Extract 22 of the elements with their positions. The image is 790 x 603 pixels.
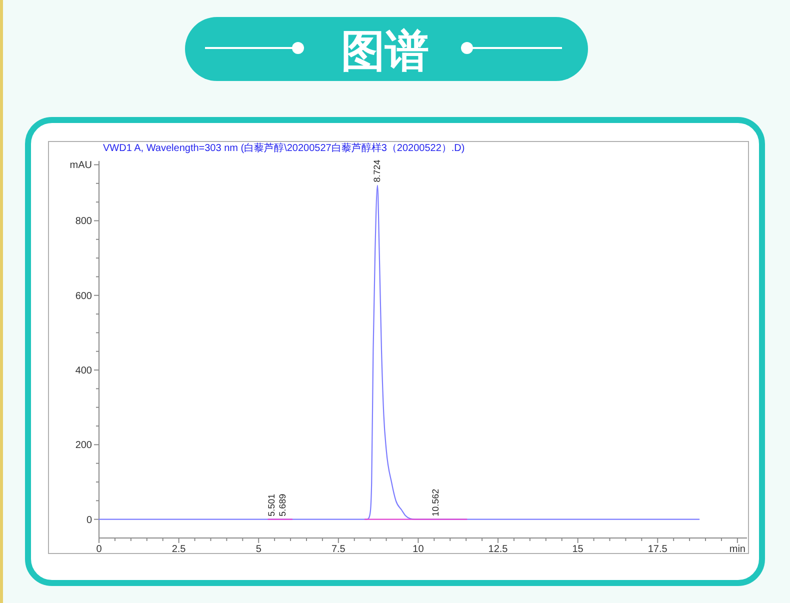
y-tick-label: 600: [75, 290, 92, 302]
x-tick-label: 5: [256, 544, 262, 555]
x-tick-label: 7.5: [331, 544, 346, 555]
y-tick-label: 400: [75, 366, 92, 377]
annotation: 5.689: [277, 494, 288, 516]
annotation: 10.562: [430, 488, 441, 516]
x-tick-label: 2.5: [172, 544, 186, 555]
annotation: 5.501: [266, 494, 276, 516]
y-tick-label: 800: [75, 216, 92, 228]
line-series: [98, 184, 700, 520]
x-tick-label: min: [729, 544, 746, 555]
annotation: 8.724: [372, 160, 382, 182]
y-tick-label: 0: [86, 514, 92, 526]
x-tick-label: 10: [412, 544, 424, 555]
chart-subtitle: VWD1 A, Wavelength=303 nm (白藜芦醇\20200527白藜芦醇样3（20200522）.D): [103, 142, 465, 154]
x-tick-label: 15: [572, 544, 584, 555]
x-tick-label: 12.5: [488, 544, 508, 555]
x-tick-label: 0: [96, 544, 102, 555]
x-tick-label: 17.5: [648, 544, 668, 555]
y-tick-label: 200: [75, 440, 92, 452]
y-tick-label: mAU: [70, 160, 92, 172]
chart-title: 图谱: [341, 27, 429, 76]
